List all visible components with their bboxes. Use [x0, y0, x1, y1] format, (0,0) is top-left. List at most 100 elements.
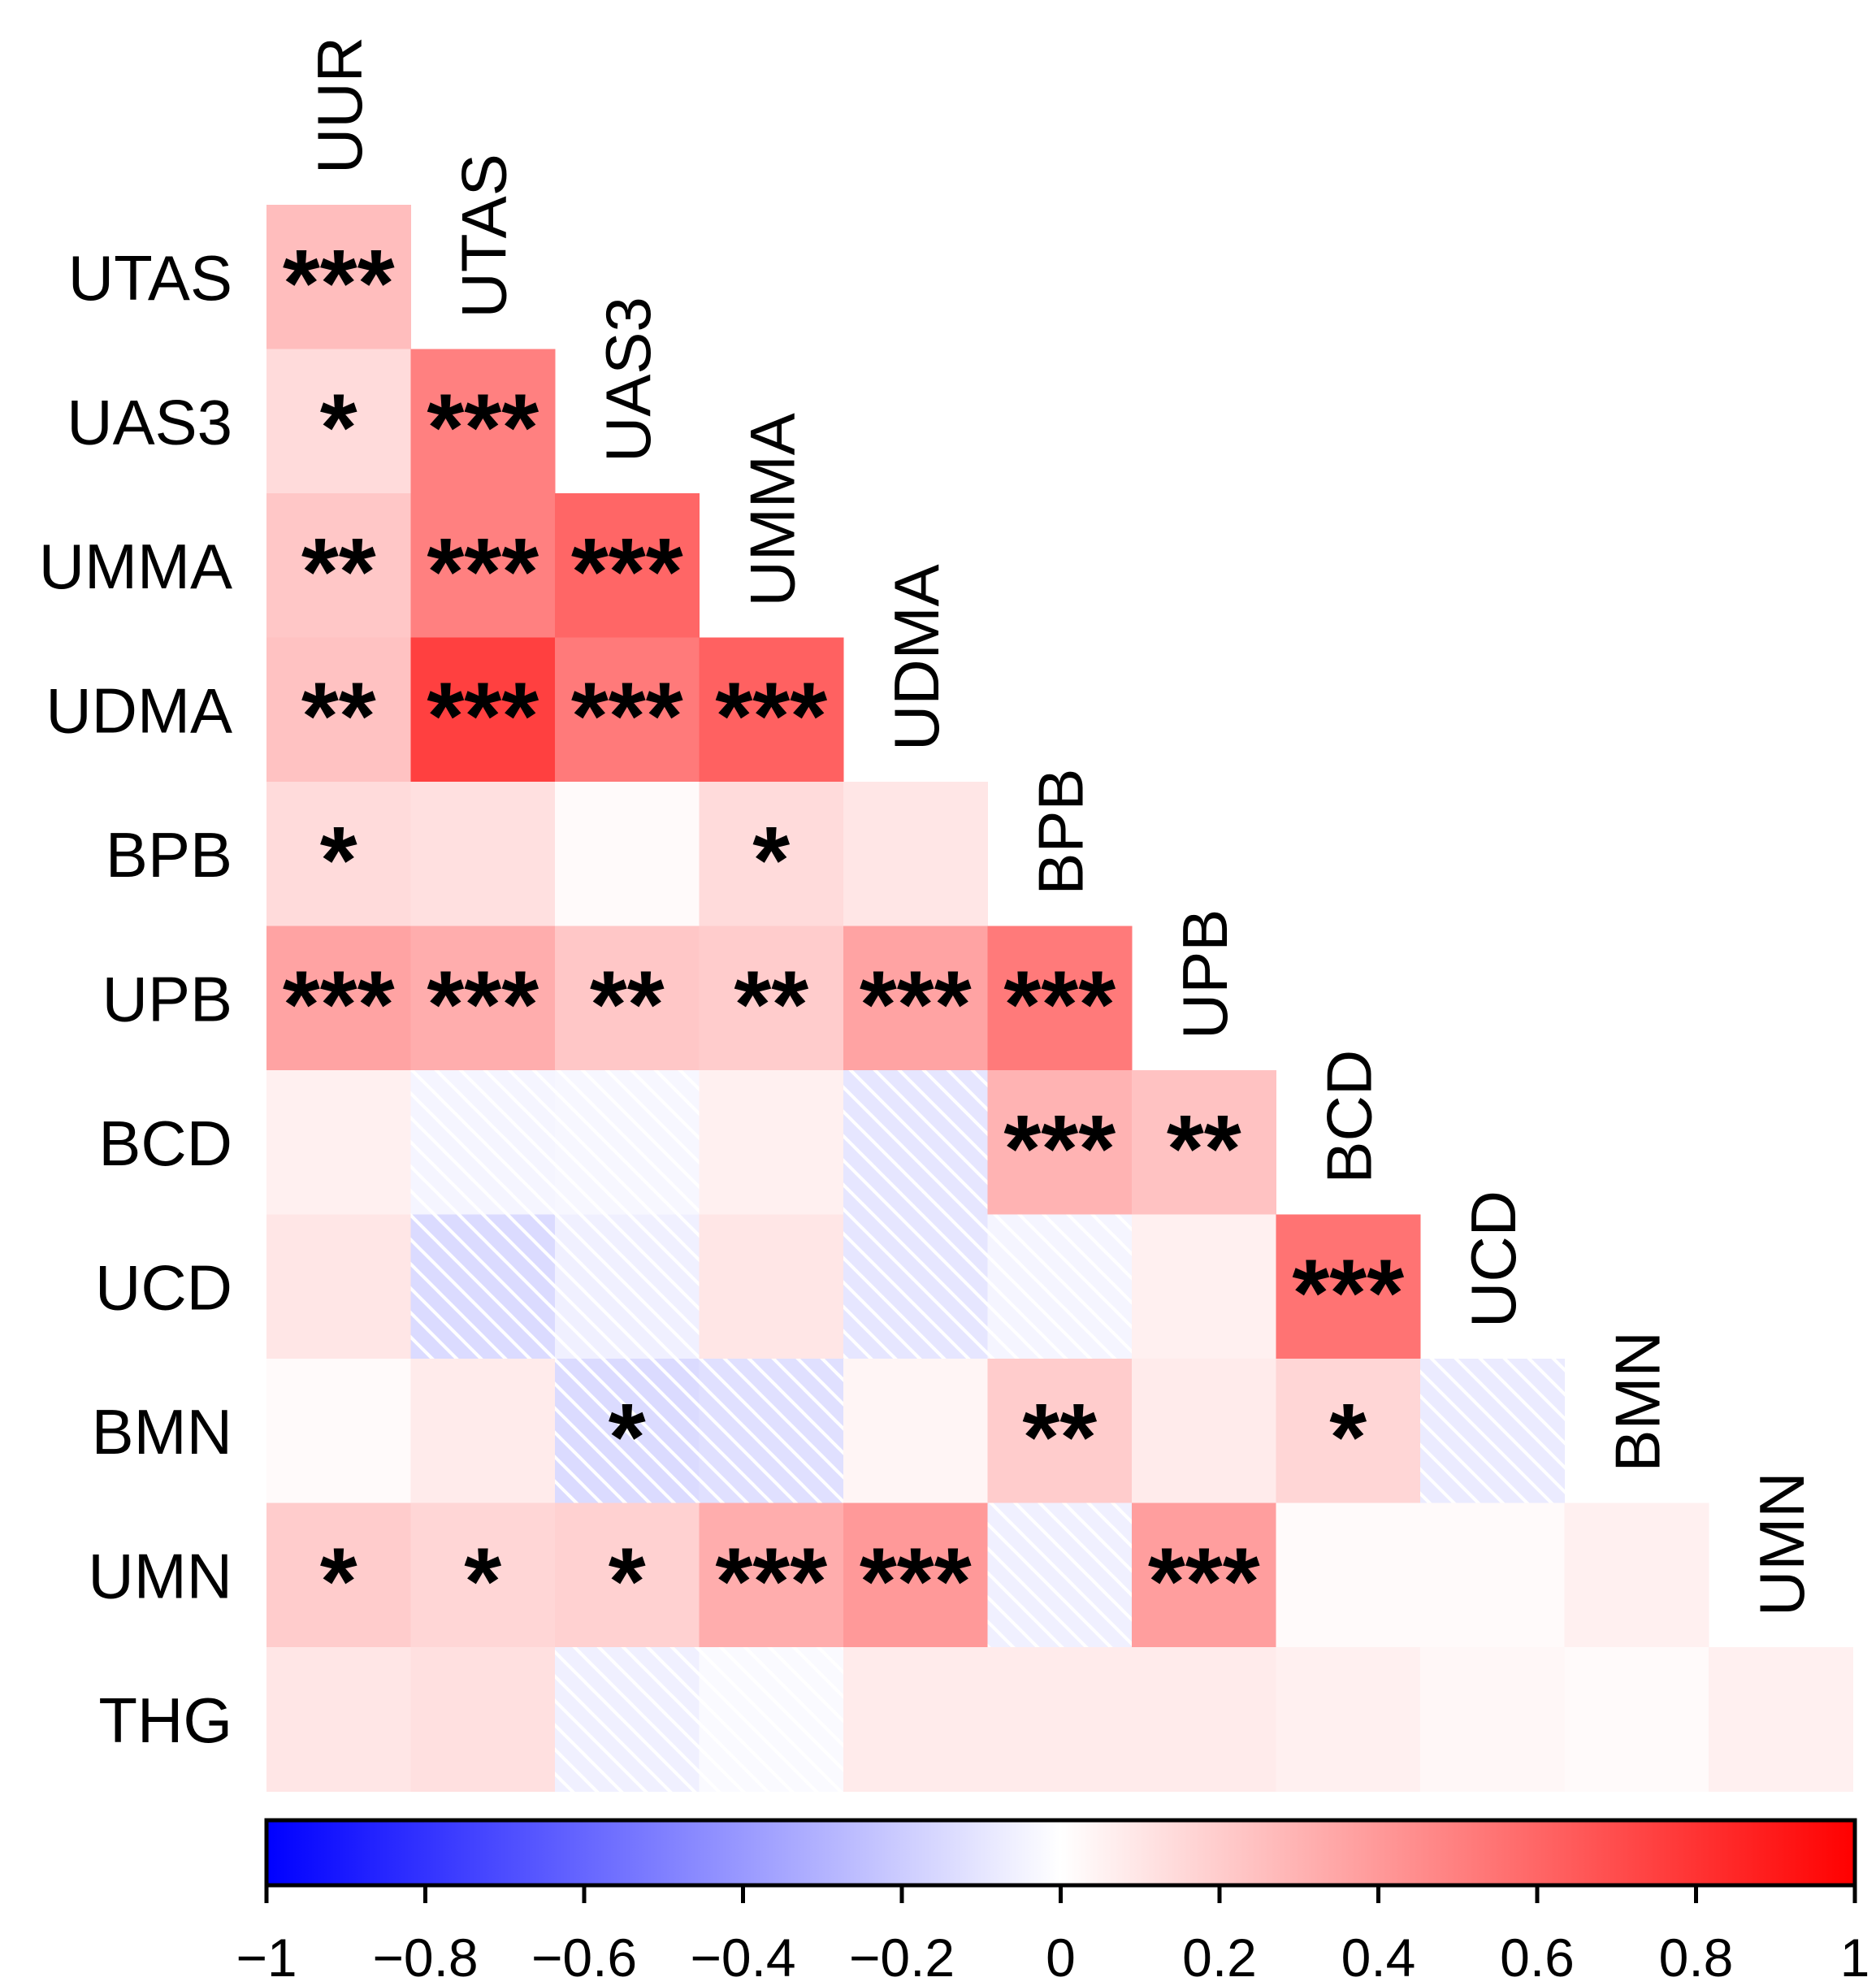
heatmap-cell: [987, 1647, 1133, 1792]
negative-hatch: [843, 1070, 988, 1215]
significance-marker: *: [1329, 1384, 1367, 1491]
heatmap-cell: [987, 926, 1133, 1071]
heatmap-cell: [410, 1503, 556, 1648]
significance-marker: **: [734, 951, 808, 1058]
significance-marker: ***: [1148, 1528, 1260, 1635]
colorbar-tick-label: −0.6: [531, 1927, 637, 1986]
heatmap-cell: [266, 1070, 411, 1215]
colorbar-tick-label: 0.6: [1500, 1927, 1575, 1986]
column-label: UAS3: [592, 297, 664, 462]
column-label: UPB: [1169, 909, 1241, 1039]
colorbar-tick-label: −0.8: [372, 1927, 478, 1986]
significance-marker: *: [320, 374, 357, 481]
heatmap-cell: [266, 1359, 411, 1503]
significance-marker: ***: [860, 1528, 972, 1635]
row-label: UAS3: [67, 386, 232, 457]
row-label: UPB: [102, 963, 232, 1034]
significance-marker: *: [320, 1528, 357, 1635]
row-label: UMMA: [39, 531, 232, 602]
column-label: UTAS: [448, 154, 519, 318]
column-label: UCD: [1458, 1190, 1529, 1328]
colorbar-tick-label: −0.4: [690, 1927, 795, 1986]
colorbar-tick-label: 0.4: [1341, 1927, 1416, 1986]
heatmap-cell: [266, 782, 411, 926]
heatmap-cell: [1564, 1503, 1709, 1648]
heatmap-cell: [555, 493, 700, 638]
heatmap-cell: [699, 926, 844, 1071]
significance-marker: **: [1167, 1095, 1241, 1203]
colorbar: −1 −0.8 −0.6 −0.4 −0.2 0 0.2 0.4 0.6 0.8 1: [236, 1818, 1870, 1986]
significance-marker: ***: [860, 951, 972, 1058]
heatmap-cell: [266, 493, 411, 638]
negative-hatch: [987, 1503, 1133, 1648]
significance-marker: ***: [427, 374, 539, 481]
negative-hatch: [843, 1214, 988, 1359]
column-label: BCD: [1313, 1050, 1384, 1184]
heatmap-cell: [1132, 1070, 1276, 1215]
colorbar-tick-label: 0: [1046, 1927, 1076, 1986]
significance-marker: ***: [283, 230, 395, 337]
heatmap-cell: [1132, 1647, 1276, 1792]
colorbar-gradient: [264, 1818, 1857, 1888]
heatmap-cell: [843, 1359, 988, 1503]
heatmap-cell: [1276, 1359, 1421, 1503]
column-label: UDMA: [881, 564, 952, 751]
heatmap-cell: [266, 205, 411, 349]
colorbar-tick-label: 1: [1840, 1927, 1870, 1986]
significance-markers: **** ***** *** ***** *** *** **** **** *** ** ** **…: [283, 230, 1404, 1636]
negative-hatch: [410, 1070, 556, 1215]
significance-marker: ***: [571, 518, 683, 626]
significance-marker: ***: [715, 662, 827, 770]
negative-hatch: [699, 1359, 844, 1503]
heatmap-cell: [699, 637, 844, 783]
heatmap-cell: [1276, 1214, 1421, 1359]
heatmap-cell: [843, 1503, 988, 1648]
row-label: BCD: [98, 1108, 232, 1179]
negative-hatch: [555, 1359, 700, 1503]
heatmap-cell: [699, 1070, 844, 1215]
significance-marker: *: [752, 807, 790, 914]
heatmap-cell: [1276, 1503, 1421, 1648]
heatmap-cell: [410, 637, 556, 783]
heatmap-cell: [266, 1647, 411, 1792]
heatmap-cell: [699, 782, 844, 926]
heatmap-cell: [1709, 1647, 1853, 1792]
heatmap-cell: [699, 1503, 844, 1648]
significance-marker: **: [301, 518, 376, 626]
heatmap-cell: [1276, 1647, 1421, 1792]
row-labels: UTAS UAS3 UMMA UDMA BPB UPB BCD UCD BMN UMN THG: [39, 242, 232, 1756]
heatmap-cell: [843, 782, 988, 926]
colorbar-tick-label: 0.2: [1182, 1927, 1257, 1986]
column-label: UMMA: [736, 413, 808, 606]
colorbar-tick-label: 0.8: [1659, 1927, 1734, 1986]
colorbar-tick-label: −0.2: [849, 1927, 955, 1986]
significance-marker: ***: [571, 662, 683, 770]
significance-marker: **: [590, 951, 665, 1058]
significance-marker: ***: [1292, 1239, 1404, 1346]
heatmap-cell: [843, 1647, 988, 1792]
heatmap-cell: [410, 493, 556, 638]
heatmap-cell: [410, 349, 556, 494]
heatmap-cell: [843, 926, 988, 1071]
significance-marker: ***: [427, 662, 539, 770]
heatmap-cell: [555, 1503, 700, 1648]
heatmap-cell: [410, 1647, 556, 1792]
column-label: UMN: [1746, 1472, 1818, 1616]
heatmap-cell: [410, 1359, 556, 1503]
heatmap-cell: [410, 782, 556, 926]
heatmap-cell: [699, 1214, 844, 1359]
column-label: BMN: [1601, 1331, 1673, 1472]
heatmap-cell: [987, 1070, 1133, 1215]
negative-hatch: [1420, 1359, 1565, 1503]
negative-hatch: [987, 1214, 1133, 1359]
heatmap-cell: [1132, 1503, 1276, 1648]
column-label: UUR: [304, 37, 375, 174]
significance-marker: **: [301, 662, 376, 770]
significance-marker: *: [464, 1528, 501, 1635]
heatmap-cell: [1132, 1359, 1276, 1503]
heatmap-cells: [266, 205, 1853, 1792]
heatmap-cell: [555, 637, 700, 783]
row-label: UCD: [95, 1251, 232, 1323]
